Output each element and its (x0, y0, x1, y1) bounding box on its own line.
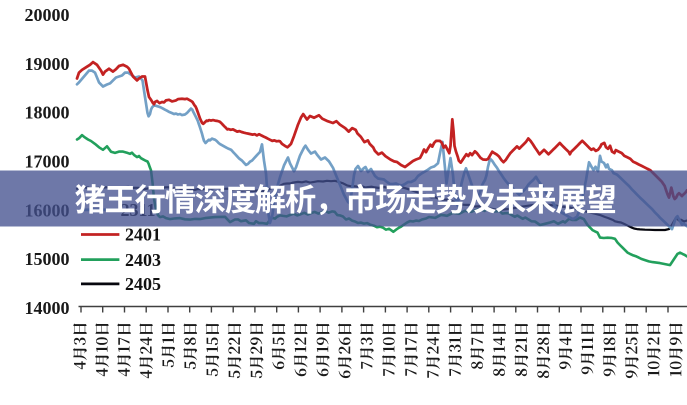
svg-text:20000: 20000 (25, 5, 70, 25)
svg-text:18000: 18000 (25, 103, 70, 123)
svg-text:2403: 2403 (125, 250, 161, 270)
svg-text:2405: 2405 (125, 274, 161, 294)
svg-text:19000: 19000 (25, 54, 70, 74)
svg-text:2401: 2401 (125, 225, 161, 245)
svg-text:15000: 15000 (25, 249, 70, 269)
svg-text:14000: 14000 (25, 298, 70, 318)
svg-text:17000: 17000 (25, 152, 70, 172)
